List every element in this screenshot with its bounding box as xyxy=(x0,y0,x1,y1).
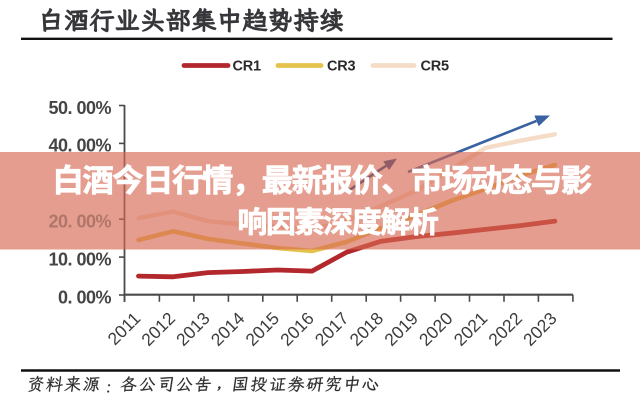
svg-text:10. 00%: 10. 00% xyxy=(48,249,111,269)
svg-text:CR5: CR5 xyxy=(421,59,450,75)
svg-text:40. 00%: 40. 00% xyxy=(48,136,111,156)
svg-text:0. 00%: 0. 00% xyxy=(58,287,112,307)
svg-text:CR3: CR3 xyxy=(327,59,356,75)
svg-text:20. 00%: 20. 00% xyxy=(48,212,111,232)
svg-text:CR1: CR1 xyxy=(233,59,262,75)
svg-text:50. 00%: 50. 00% xyxy=(48,98,111,118)
